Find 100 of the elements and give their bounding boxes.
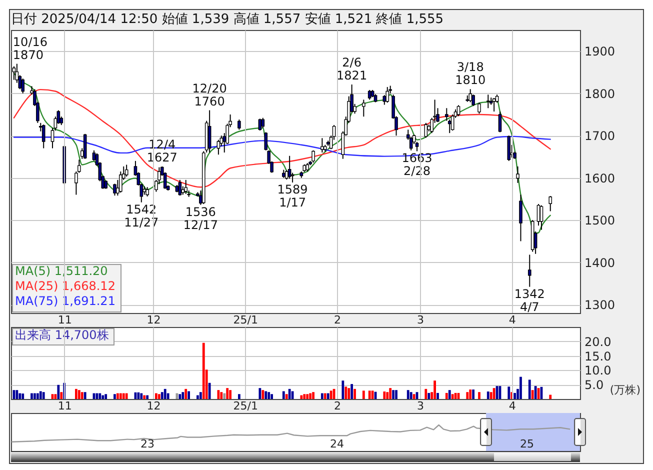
candlestick xyxy=(450,114,454,132)
bar xyxy=(119,393,122,399)
bar xyxy=(469,389,472,399)
bar xyxy=(268,392,270,399)
annotation: 2/6 1821 xyxy=(336,55,368,82)
annotation: 1536 12/17 xyxy=(183,204,218,232)
candlestick xyxy=(507,135,511,162)
candlestick xyxy=(238,119,241,130)
candlestick xyxy=(498,111,502,133)
bar xyxy=(326,393,330,399)
y-tick-label: 20.0 xyxy=(584,334,612,349)
candlestick xyxy=(362,99,366,118)
candlestick xyxy=(456,104,460,117)
candlestick xyxy=(208,110,212,153)
candlestick xyxy=(386,86,390,104)
bar xyxy=(478,392,480,399)
bar xyxy=(96,393,98,399)
annotation: 1342 4/7 xyxy=(514,286,545,314)
x-tick-label: 2 xyxy=(334,400,341,412)
bar xyxy=(342,380,344,399)
x-tick-label: 3 xyxy=(416,400,424,412)
bar xyxy=(104,394,108,399)
bar xyxy=(80,392,84,399)
annotation: 1589 1/17 xyxy=(277,182,308,210)
y-axis-title: (万株) xyxy=(610,384,640,396)
bar xyxy=(36,393,39,399)
x-tick-label: 24 xyxy=(330,438,344,450)
bar xyxy=(330,390,332,399)
bar xyxy=(75,388,78,399)
y-tick-label: 15.0 xyxy=(584,349,612,364)
bar xyxy=(39,391,42,399)
bar xyxy=(282,391,285,399)
text: MA(5) 1,511.20 xyxy=(15,264,108,278)
x-tick-label: 2 xyxy=(334,314,341,326)
bar xyxy=(528,380,531,399)
text: MA(25) 1,668.12 xyxy=(15,279,116,293)
bar xyxy=(160,392,164,399)
candlestick xyxy=(444,108,448,122)
bar xyxy=(258,388,262,399)
bar xyxy=(262,390,264,399)
y-tick-label: 5.0 xyxy=(584,378,604,392)
y-tick-label: 1600 xyxy=(584,171,616,186)
bar xyxy=(78,390,80,399)
bar xyxy=(140,393,143,399)
candlestick xyxy=(113,183,116,196)
bar xyxy=(309,393,312,399)
bar xyxy=(324,393,326,399)
bar xyxy=(30,393,33,399)
x-tick-label: 23 xyxy=(140,438,155,450)
bar xyxy=(549,394,552,399)
x-tick-label: 4 xyxy=(508,400,516,412)
bar xyxy=(143,395,146,399)
bar xyxy=(164,388,166,399)
bar xyxy=(508,386,510,399)
candlestick xyxy=(21,78,25,94)
bar xyxy=(428,392,430,399)
bar xyxy=(202,342,205,399)
bar xyxy=(531,390,534,399)
bar xyxy=(57,384,60,399)
x-tick-label: 12 xyxy=(146,400,161,412)
bar xyxy=(406,390,410,399)
bar xyxy=(16,390,18,399)
bar xyxy=(42,392,45,399)
y-tick-label: 1700 xyxy=(584,129,616,144)
candlestick xyxy=(184,179,188,194)
y-tick-label: 1400 xyxy=(584,256,616,270)
bar xyxy=(34,393,36,399)
x-tick-label: 3 xyxy=(416,314,424,326)
bar xyxy=(98,393,102,399)
candlestick xyxy=(261,117,265,128)
bar xyxy=(238,394,240,399)
candlestick xyxy=(42,124,46,149)
bar xyxy=(288,388,291,399)
bar xyxy=(371,390,374,399)
chart-title: 出来高 14,700株 xyxy=(15,328,109,342)
bar xyxy=(196,395,199,399)
bar xyxy=(264,391,268,399)
bar xyxy=(386,392,389,399)
candlestick xyxy=(528,254,532,288)
bar xyxy=(300,395,303,399)
candlestick xyxy=(486,94,490,109)
bar xyxy=(445,392,448,399)
bar xyxy=(155,393,158,399)
candlestick xyxy=(288,155,292,180)
y-tick-label: 1300 xyxy=(584,298,616,312)
candlestick xyxy=(83,133,87,160)
bar xyxy=(354,388,356,399)
bar xyxy=(188,391,190,399)
bar xyxy=(208,382,211,399)
candlestick xyxy=(516,166,520,184)
bar xyxy=(137,392,140,399)
bar xyxy=(389,388,392,399)
bar xyxy=(285,394,288,399)
text: MA(75) 1,691.21 xyxy=(15,294,116,308)
x-tick-label: 11 xyxy=(58,400,72,412)
chart-title: 日付 2025/04/14 12:50 始値 1,539 高値 1,557 安値 1,521 終値 1,555 xyxy=(11,11,444,27)
candlestick xyxy=(146,186,149,197)
candlestick xyxy=(258,118,262,132)
bar xyxy=(158,394,160,399)
bar xyxy=(492,388,496,399)
